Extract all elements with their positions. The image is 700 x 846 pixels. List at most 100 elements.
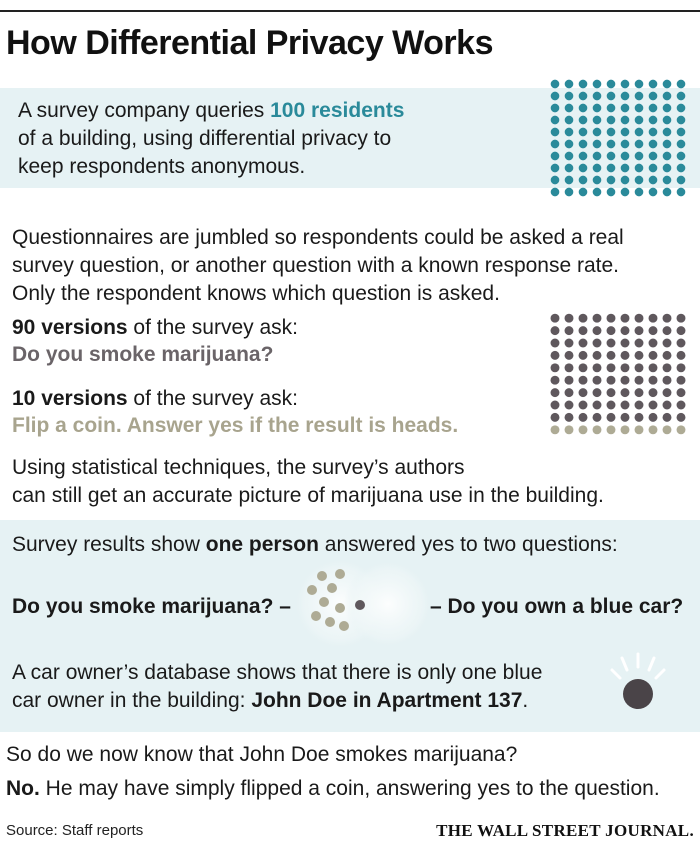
smoke-version-dot xyxy=(606,338,616,348)
resident-dot xyxy=(606,175,616,185)
resident-dot xyxy=(592,115,602,125)
coin-version-dot xyxy=(620,425,630,435)
resident-dot xyxy=(550,127,560,137)
coin-version-dot xyxy=(578,425,588,435)
jumble-line-2: survey question, or another question wit… xyxy=(12,254,620,277)
blue-car-halo xyxy=(344,560,432,648)
respondent-dot xyxy=(307,585,317,595)
smoke-version-dot xyxy=(634,363,644,373)
smoke-version-dot xyxy=(662,400,672,410)
smoke-version-dot xyxy=(648,388,658,398)
resident-dot xyxy=(648,103,658,113)
smoke-version-dot xyxy=(578,313,588,323)
smoke-version-dot xyxy=(662,412,672,422)
resident-dot xyxy=(676,115,686,125)
smoke-version-dot xyxy=(606,388,616,398)
smoke-version-dot xyxy=(550,338,560,348)
publisher-logo: THE WALL STREET JOURNAL. xyxy=(436,821,694,840)
residents-dot-grid xyxy=(550,79,686,197)
smoke-version-dot xyxy=(662,338,672,348)
resident-dot xyxy=(676,151,686,161)
smoke-version-dot xyxy=(676,326,686,336)
resident-dot xyxy=(620,175,630,185)
smoke-version-dot xyxy=(564,326,574,336)
resident-dot xyxy=(578,139,588,149)
respondent-dot xyxy=(327,583,337,593)
smoke-version-dot xyxy=(676,350,686,360)
left-question: Do you smoke marijuana? – xyxy=(12,595,291,618)
residents-highlight: 100 residents xyxy=(270,99,405,122)
smoke-version-dot xyxy=(662,363,672,373)
smoke-version-dot xyxy=(662,388,672,398)
resident-dot xyxy=(634,115,644,125)
resident-dot xyxy=(648,115,658,125)
smoke-version-dot xyxy=(648,350,658,360)
smoke-version-dot xyxy=(648,338,658,348)
smoke-version-dot xyxy=(648,313,658,323)
smoke-version-dot xyxy=(550,313,560,323)
intro-line-3: keep respondents anonymous. xyxy=(18,155,306,178)
smoke-version-dot xyxy=(634,375,644,385)
resident-dot xyxy=(648,151,658,161)
resident-dot xyxy=(648,127,658,137)
resident-dot xyxy=(620,163,630,173)
smoke-version-dot xyxy=(578,350,588,360)
intro-line-2: of a building, using differential privac… xyxy=(18,127,392,150)
smoke-version-dot xyxy=(648,375,658,385)
coin-version-dot xyxy=(550,425,560,435)
smoke-version-dot xyxy=(634,338,644,348)
smoke-version-dot xyxy=(550,363,560,373)
resident-dot xyxy=(620,127,630,137)
resident-dot xyxy=(592,163,602,173)
resident-dot xyxy=(578,175,588,185)
smoke-version-dot xyxy=(592,350,602,360)
resident-dot xyxy=(620,187,630,197)
respondent-dot xyxy=(319,597,329,607)
resident-dot xyxy=(606,79,616,89)
resident-dot xyxy=(662,91,672,101)
right-question: – Do you own a blue car? xyxy=(430,595,684,618)
resident-dot xyxy=(606,103,616,113)
smoke-version-dot xyxy=(550,375,560,385)
resident-dot xyxy=(592,127,602,137)
resident-dot xyxy=(676,187,686,197)
smoke-version-dot xyxy=(592,326,602,336)
smoke-version-dot xyxy=(564,363,574,373)
smoke-version-dot xyxy=(676,375,686,385)
smoke-version-dot xyxy=(564,375,574,385)
resident-dot xyxy=(578,163,588,173)
resident-dot xyxy=(620,91,630,101)
smoke-version-dot xyxy=(606,326,616,336)
resident-dot xyxy=(564,163,574,173)
resident-dot xyxy=(662,139,672,149)
resident-dot xyxy=(620,103,630,113)
resident-dot xyxy=(634,163,644,173)
resident-dot xyxy=(564,91,574,101)
smoke-version-dot xyxy=(676,412,686,422)
resident-dot xyxy=(662,103,672,113)
resident-dot xyxy=(662,127,672,137)
resident-dot xyxy=(662,163,672,173)
resident-dot xyxy=(564,187,574,197)
resident-dot xyxy=(676,91,686,101)
smoke-version-dot xyxy=(634,412,644,422)
resident-dot xyxy=(606,115,616,125)
resident-dot xyxy=(578,115,588,125)
respondent-dot xyxy=(335,569,345,579)
smoke-version-dot xyxy=(550,400,560,410)
resident-dot xyxy=(606,187,616,197)
resident-dot xyxy=(648,79,658,89)
smoke-version-dot xyxy=(634,388,644,398)
smoke-version-dot xyxy=(620,350,630,360)
resident-dot xyxy=(550,139,560,149)
coin-version-dot xyxy=(676,425,686,435)
statistical-line-1: Using statistical techniques, the survey… xyxy=(12,456,465,479)
coin-version-dot xyxy=(662,425,672,435)
resident-dot xyxy=(592,187,602,197)
smoke-version-dot xyxy=(578,412,588,422)
coin-version-dot xyxy=(592,425,602,435)
smoke-version-dot xyxy=(676,400,686,410)
one-person-highlight: one person xyxy=(205,533,319,556)
smoke-version-dot xyxy=(592,313,602,323)
resident-dot xyxy=(620,79,630,89)
